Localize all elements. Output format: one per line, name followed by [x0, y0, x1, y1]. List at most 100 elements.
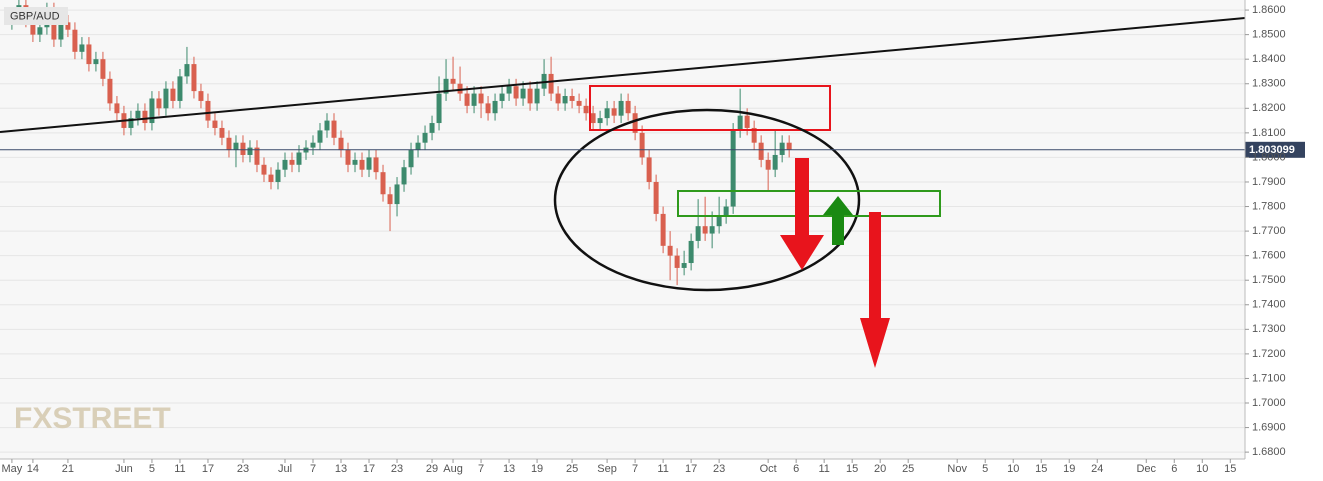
x-tick-label: 14 — [27, 463, 39, 475]
candle-body — [142, 110, 148, 124]
y-tick-label: 1.8400 — [1252, 53, 1286, 65]
x-tick-label: 19 — [1063, 463, 1075, 475]
y-tick-label: 1.7000 — [1252, 397, 1286, 409]
x-tick-label: 15 — [846, 463, 858, 475]
candle-body — [429, 123, 435, 133]
candle-body — [527, 88, 533, 104]
candle-body — [58, 22, 64, 40]
candle-body — [135, 110, 141, 119]
candle-body — [562, 96, 568, 104]
candle-body — [114, 103, 120, 114]
candle-body — [254, 147, 260, 165]
x-tick-label: 13 — [335, 463, 347, 475]
last-price: 1.803099 — [0, 141, 1305, 158]
trend-line — [0, 17, 1246, 133]
x-tick-label: 23 — [713, 463, 725, 475]
plot-background — [0, 0, 1245, 459]
candle-body — [317, 130, 323, 143]
candle-body — [37, 27, 43, 35]
down-arrow — [780, 158, 824, 270]
candle-body — [758, 142, 764, 160]
candle-body — [240, 142, 246, 155]
candle-body — [604, 108, 610, 119]
candle-body — [492, 100, 498, 114]
candle-body — [79, 44, 85, 52]
candle-body — [205, 100, 211, 121]
candle-body — [191, 64, 197, 92]
down-arrow — [860, 212, 890, 368]
x-tick-label: 20 — [874, 463, 886, 475]
y-tick-label: 1.7300 — [1252, 323, 1286, 335]
y-tick-label: 1.6900 — [1252, 421, 1286, 433]
candle-body — [618, 100, 624, 116]
x-tick-label: 15 — [1035, 463, 1047, 475]
candle-body — [772, 154, 778, 170]
candle-body — [681, 263, 687, 268]
y-tick-label: 1.7800 — [1252, 200, 1286, 212]
candle-body — [324, 120, 330, 131]
x-tick-label: 5 — [149, 463, 155, 475]
x-tick-label: 23 — [237, 463, 249, 475]
candle-body — [485, 103, 491, 114]
x-tick-label: Sep — [597, 463, 617, 475]
candle-body — [471, 93, 477, 106]
x-tick-label: 13 — [503, 463, 515, 475]
candle-body — [289, 159, 295, 165]
candle-body — [310, 142, 316, 148]
candle-body — [667, 245, 673, 256]
candle-body — [184, 64, 190, 77]
candle-body — [499, 93, 505, 101]
x-tick-label: 25 — [902, 463, 914, 475]
x-tick-label: 7 — [632, 463, 638, 475]
candle-body — [93, 59, 99, 65]
x-tick-label: Jul — [278, 463, 292, 475]
x-tick-label: 19 — [531, 463, 543, 475]
y-tick-label: 1.7500 — [1252, 274, 1286, 286]
candle-body — [786, 142, 792, 150]
candle-body — [100, 59, 106, 79]
x-tick-label: 11 — [174, 463, 185, 475]
candle-body — [268, 174, 274, 182]
candle-body — [555, 93, 561, 104]
candle-body — [233, 142, 239, 151]
candle-body — [443, 78, 449, 94]
candle-body — [506, 86, 512, 94]
candle-body — [261, 164, 267, 175]
candle-body — [219, 127, 225, 138]
y-tick-label: 1.8600 — [1252, 4, 1286, 16]
x-tick-label: 6 — [1171, 463, 1177, 475]
watermark: FXSTREET — [14, 402, 171, 435]
last-price-label: 1.803099 — [1249, 144, 1295, 156]
candle-body — [275, 169, 281, 182]
candle-body — [156, 98, 162, 109]
x-tick-label: 6 — [793, 463, 799, 475]
candle-body — [590, 113, 596, 124]
x-tick-label: Dec — [1136, 463, 1156, 475]
x-tick-label: 17 — [685, 463, 697, 475]
candle-body — [548, 73, 554, 94]
candle-body — [513, 86, 519, 99]
x-tick-label: 17 — [363, 463, 375, 475]
candle-body — [366, 157, 372, 170]
candle-body — [730, 130, 736, 207]
y-tick-label: 1.8200 — [1252, 102, 1286, 114]
candle-body — [534, 88, 540, 104]
candle-body — [611, 108, 617, 116]
candle-body — [450, 78, 456, 84]
candles — [9, 0, 792, 286]
chart-title: GBP/AUD — [10, 10, 60, 22]
candle-body — [576, 100, 582, 106]
candle-body — [716, 216, 722, 227]
x-tick-label: 7 — [310, 463, 316, 475]
candle-body — [765, 159, 771, 170]
y-tick-label: 1.7900 — [1252, 176, 1286, 188]
candle-body — [744, 115, 750, 128]
candle-body — [625, 100, 631, 114]
y-tick-label: 1.8100 — [1252, 127, 1286, 139]
y-tick-label: 1.7400 — [1252, 299, 1286, 311]
y-tick-label: 1.7200 — [1252, 348, 1286, 360]
candle-body — [170, 88, 176, 101]
candle-body — [674, 255, 680, 268]
candle-body — [331, 120, 337, 138]
